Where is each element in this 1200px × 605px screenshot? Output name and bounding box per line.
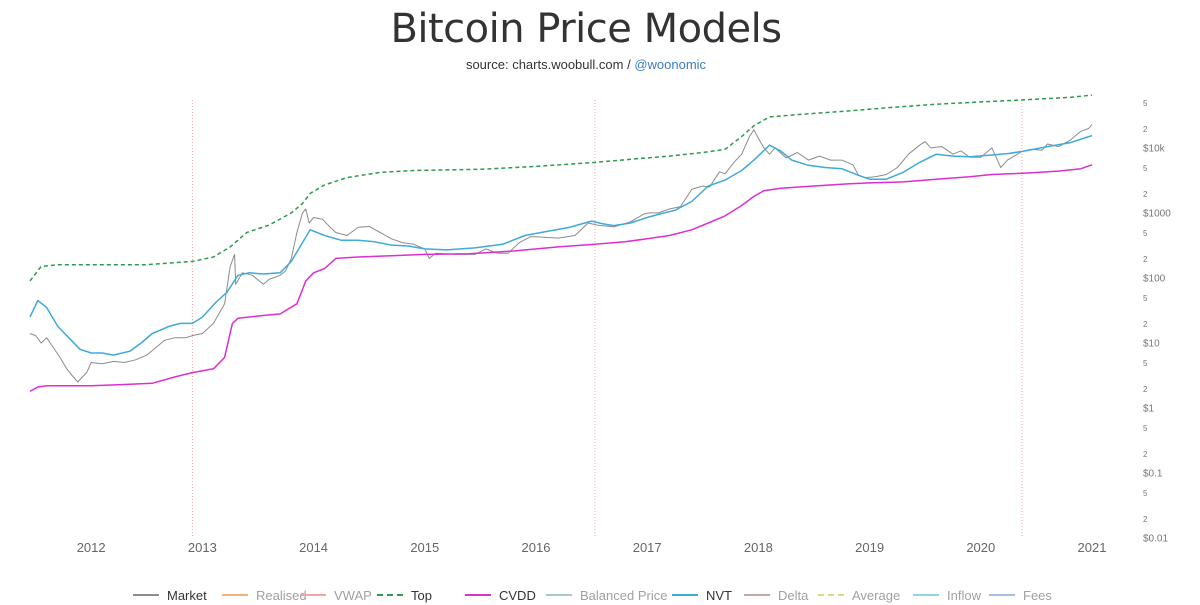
legend-label-nvt: NVT (706, 587, 732, 603)
x-tick-label-2019: 2019 (855, 540, 884, 555)
legend-item-average[interactable]: Average (818, 585, 900, 605)
legend-item-cvdd[interactable]: CVDD (465, 585, 536, 605)
y-tick-label: $0.1 (1143, 468, 1163, 479)
legend-swatch-average (818, 594, 844, 596)
y-tick-label: $100 (1143, 273, 1166, 284)
x-tick-label-2018: 2018 (744, 540, 773, 555)
legend-swatch-realised (222, 594, 248, 596)
x-tick-label-2017: 2017 (633, 540, 662, 555)
y-tick-label: 2 (1143, 450, 1148, 459)
legend-item-top[interactable]: Top (377, 585, 432, 605)
series-line-top (29, 94, 1093, 282)
legend-swatch-cvdd (465, 594, 491, 596)
chart-source: source: charts.woobull.com / @woonomic (0, 57, 1172, 72)
y-tick-label: 2 (1143, 190, 1148, 199)
legend-item-fees[interactable]: Fees (989, 585, 1052, 605)
legend-item-nvt[interactable]: NVT (672, 585, 732, 605)
y-tick-label: 5 (1143, 424, 1148, 433)
legend-label-delta: Delta (778, 587, 809, 603)
legend-swatch-balanced-price (546, 594, 572, 596)
x-tick-label-2021: 2021 (1078, 540, 1107, 555)
y-tick-label: $10 (1143, 338, 1160, 349)
y-tick-label: $0.01 (1143, 534, 1168, 545)
y-tick-label: $1 (1143, 403, 1155, 414)
y-tick-label: 2 (1143, 515, 1148, 524)
legend-label-fees: Fees (1023, 587, 1052, 603)
x-tick-label-2015: 2015 (410, 540, 439, 555)
y-tick-label: 5 (1143, 229, 1148, 238)
y-tick-label: 5 (1143, 99, 1148, 108)
legend-label-inflow: Inflow (947, 587, 981, 603)
legend-item-inflow[interactable]: Inflow (913, 585, 981, 605)
legend-swatch-top (377, 594, 403, 596)
legend-label-balanced-price: Balanced Price (580, 587, 668, 603)
x-tick-label-2014: 2014 (299, 540, 328, 555)
legend-item-realised[interactable]: Realised (222, 585, 307, 605)
series-line-nvt (29, 134, 1093, 356)
y-tick-label: 2 (1143, 255, 1148, 264)
y-tick-label: $10k (1143, 143, 1166, 154)
legend-swatch-inflow (913, 594, 939, 596)
y-tick-label: 5 (1143, 359, 1148, 368)
y-tick-label: 5 (1143, 489, 1148, 498)
x-tick-label-2012: 2012 (77, 540, 106, 555)
series-line-market (29, 124, 1093, 383)
legend-label-average: Average (852, 587, 901, 603)
legend-label-cvdd: CVDD (499, 587, 536, 603)
x-tick-label-2020: 2020 (966, 540, 995, 555)
chart-title: Bitcoin Price Models (390, 6, 782, 52)
y-tick-label: 2 (1143, 125, 1148, 134)
series-line-cvdd (29, 164, 1093, 393)
source-text: source: charts.woobull.com / (465, 57, 635, 72)
legend-item-balanced-price[interactable]: Balanced Price (546, 585, 667, 605)
legend-swatch-nvt (672, 594, 698, 596)
legend-item-market[interactable]: Market (133, 585, 207, 605)
y-tick-label: 2 (1143, 385, 1148, 394)
legend-label-top: Top (411, 587, 432, 603)
legend-swatch-market (133, 594, 159, 596)
legend-swatch-delta (744, 594, 770, 596)
chart-legend: Market Realised VWAP Top CVDD Balanced Price N… (0, 585, 1200, 605)
legend-label-realised: Realised (256, 587, 307, 603)
legend-item-delta[interactable]: Delta (744, 585, 808, 605)
y-tick-label: 5 (1143, 164, 1148, 173)
y-tick-label: 5 (1143, 294, 1148, 303)
legend-label-market: Market (167, 587, 207, 603)
x-tick-label-2013: 2013 (188, 540, 217, 555)
x-tick-label-2016: 2016 (522, 540, 551, 555)
y-tick-label: 2 (1143, 320, 1148, 329)
y-tick-label: $1000 (1143, 208, 1171, 219)
legend-label-vwap: VWAP (334, 587, 372, 603)
legend-swatch-vwap (300, 594, 326, 596)
legend-swatch-fees (989, 594, 1015, 596)
source-handle-link[interactable]: @woonomic (634, 57, 707, 72)
legend-item-vwap[interactable]: VWAP (300, 585, 372, 605)
